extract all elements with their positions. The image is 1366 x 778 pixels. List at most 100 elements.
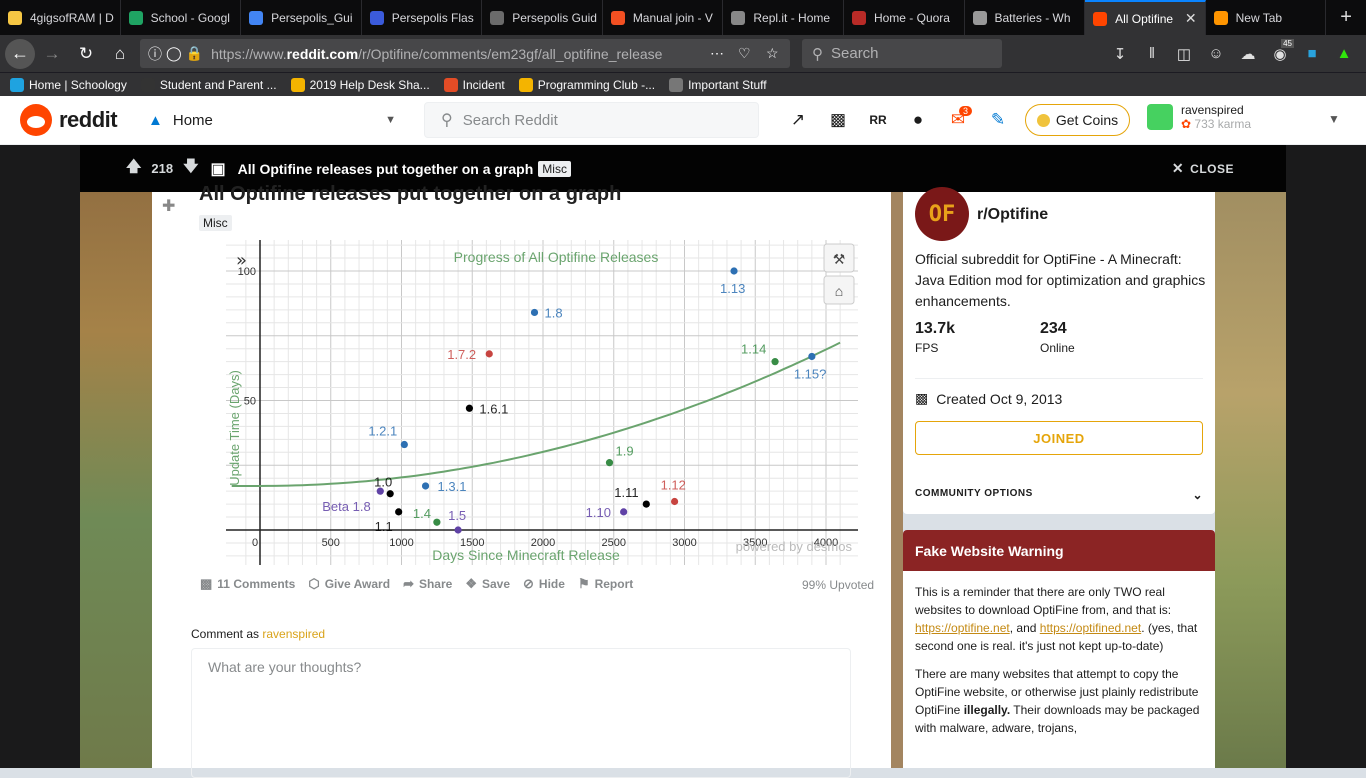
shield-icon[interactable]: ◯ bbox=[166, 45, 182, 61]
bookmark-item[interactable]: Student and Parent ... bbox=[140, 77, 277, 92]
graph-background bbox=[226, 240, 858, 565]
reload-icon[interactable]: ↻ bbox=[78, 43, 94, 63]
info-icon[interactable]: ⓘ bbox=[148, 45, 162, 62]
account-icon[interactable]: ☺ bbox=[1208, 45, 1224, 62]
reddit-search-input[interactable]: ⚲ Search Reddit bbox=[424, 102, 759, 138]
bookmark-item[interactable]: Programming Club -... bbox=[518, 77, 655, 92]
graph-xlabel: Days Since Minecraft Release bbox=[432, 547, 620, 563]
browser-tab[interactable]: Repl.it - Home bbox=[723, 0, 844, 35]
browser-tab[interactable]: Persepolis_Gui bbox=[241, 0, 362, 35]
browser-tab[interactable]: Manual join - V bbox=[603, 0, 724, 35]
comments-button[interactable]: ▩ 11 Comments bbox=[200, 576, 295, 592]
tick-label: 1500 bbox=[460, 537, 484, 549]
share-button[interactable]: ➦ Share bbox=[403, 576, 452, 592]
url-bar[interactable]: ⓘ ◯ 🔒 https://www. reddit.com/r/Optifine/… bbox=[140, 39, 790, 68]
tab-favicon-icon bbox=[731, 10, 746, 25]
get-coins-button[interactable]: Get Coins bbox=[1025, 104, 1130, 136]
tab-label: Repl.it - Home bbox=[753, 10, 831, 25]
browser-tab[interactable]: New Tab bbox=[1206, 0, 1327, 35]
bookmark-icon bbox=[140, 77, 155, 92]
stats-icon[interactable]: ▩ bbox=[829, 110, 847, 129]
new-tab-button[interactable]: + bbox=[1340, 6, 1352, 28]
upvote-icon[interactable]: ✚ bbox=[162, 198, 176, 215]
menu-icon[interactable]: ☰ bbox=[1360, 39, 1366, 68]
bookmark-star-icon[interactable]: ☆ bbox=[766, 45, 779, 61]
browser-tab[interactable]: School - Googl bbox=[121, 0, 242, 35]
data-point bbox=[454, 526, 462, 534]
extension-icon[interactable]: ☁ bbox=[1240, 45, 1256, 63]
sidebar-icon[interactable]: ◫ bbox=[1176, 45, 1192, 63]
bookmark-item[interactable]: Important Stuff bbox=[669, 77, 767, 92]
divider bbox=[915, 378, 1203, 379]
bookmarks-bar: Home | Schoology Student and Parent ... 20… bbox=[0, 72, 1366, 96]
comment-user-link[interactable]: ravenspired bbox=[262, 627, 326, 641]
ublock-icon[interactable]: ◉ 45 bbox=[1273, 39, 1294, 63]
wrench-button[interactable] bbox=[823, 243, 855, 273]
save-button[interactable]: ❖ Save bbox=[465, 576, 510, 592]
flag-icon: ⚑ bbox=[577, 576, 590, 591]
banner-background-left bbox=[80, 145, 152, 768]
extension2-icon[interactable]: ■ bbox=[1307, 45, 1317, 62]
trend-curve bbox=[231, 341, 841, 487]
subreddit-name[interactable]: r/Optifine bbox=[977, 206, 1049, 223]
subreddit-icon[interactable]: OF bbox=[915, 187, 969, 241]
comment-input[interactable]: What are your thoughts? bbox=[191, 648, 851, 778]
browser-tab[interactable]: Home - Quora bbox=[844, 0, 965, 35]
back-icon[interactable]: ← bbox=[5, 38, 35, 69]
pocket-icon[interactable]: ♡ bbox=[738, 45, 751, 61]
hide-button[interactable]: ⊘ Hide bbox=[523, 576, 565, 592]
user-menu[interactable]: ravenspired ✿ 733 karma bbox=[1147, 103, 1251, 131]
home-dropdown[interactable]: ▲ Home ▼ bbox=[148, 106, 396, 134]
optifined-link[interactable]: https://optifined.net bbox=[1039, 621, 1142, 635]
browser-tab[interactable]: Persepolis Flas bbox=[362, 0, 483, 35]
expand-icon[interactable]: » bbox=[236, 250, 247, 271]
tab-label: Persepolis Flas bbox=[391, 10, 474, 25]
close-tab-icon[interactable]: ✕ bbox=[1184, 10, 1197, 26]
close-button[interactable]: ✕ CLOSE bbox=[1172, 160, 1234, 177]
bookmark-item[interactable]: Incident bbox=[443, 77, 505, 92]
page-actions-icon[interactable]: ⋯ bbox=[710, 45, 724, 61]
give-award-button[interactable]: ⬡ Give Award bbox=[308, 576, 390, 592]
tick-label: 100 bbox=[238, 266, 256, 278]
tab-favicon-icon bbox=[369, 10, 384, 25]
download-icon[interactable]: ↧ bbox=[1113, 45, 1127, 63]
optifine-link[interactable]: https://optifine.net bbox=[915, 621, 1010, 635]
chevron-down-icon[interactable]: ▼ bbox=[1328, 112, 1340, 126]
chevron-down-icon: ⌄ bbox=[1192, 488, 1203, 502]
username: ravenspired bbox=[1181, 103, 1244, 117]
browser-search-input[interactable]: ⚲ Search bbox=[802, 39, 1002, 68]
bookmark-item[interactable]: 2019 Help Desk Sha... bbox=[290, 77, 430, 92]
point-label: 1.14 bbox=[741, 342, 766, 357]
post-flair[interactable]: Misc bbox=[199, 215, 232, 231]
library-icon[interactable]: ‖ bbox=[1148, 45, 1156, 62]
home-icon[interactable]: ⌂ bbox=[114, 43, 126, 63]
downvote-icon[interactable]: 🡇 bbox=[183, 158, 199, 175]
trending-icon[interactable]: ↗ bbox=[790, 110, 806, 129]
joined-button[interactable]: JOINED bbox=[915, 421, 1203, 455]
home-view-button[interactable] bbox=[823, 275, 855, 305]
forward-icon[interactable]: → bbox=[43, 43, 61, 63]
reddit-logo[interactable]: reddit bbox=[20, 104, 118, 136]
browser-tab[interactable]: Persepolis Guid bbox=[482, 0, 603, 35]
bookmark-item[interactable]: Home | Schoology bbox=[10, 77, 127, 92]
chat-icon[interactable]: ● bbox=[912, 110, 924, 129]
member-count: 13.7k bbox=[915, 320, 956, 337]
comments-label: 11 Comments bbox=[217, 577, 296, 591]
coins-icon[interactable]: RR bbox=[869, 113, 887, 127]
mail-icon[interactable]: ✉ 3 bbox=[938, 104, 978, 136]
report-button[interactable]: ⚑ Report bbox=[578, 576, 633, 592]
member-label: FPS bbox=[915, 341, 939, 355]
url-path: /r/Optifine/comments/em23gf/all_optifine… bbox=[358, 45, 663, 62]
pencil-icon[interactable]: ✎ bbox=[990, 110, 1006, 129]
tab-favicon-icon bbox=[972, 10, 987, 25]
browser-tab[interactable]: Batteries - Wh bbox=[965, 0, 1086, 35]
community-options[interactable]: COMMUNITY OPTIONS ⌄ bbox=[915, 488, 1203, 502]
data-point bbox=[421, 482, 430, 490]
tick-label: 2000 bbox=[531, 537, 555, 549]
update-icon[interactable]: ▲ bbox=[1336, 45, 1352, 62]
tick-label: 0 bbox=[252, 537, 258, 549]
point-label: 1.10 bbox=[586, 505, 611, 520]
browser-tab[interactable]: All Optifine ✕ bbox=[1085, 0, 1206, 35]
upvote-icon[interactable]: 🡅 bbox=[126, 158, 142, 175]
browser-tab[interactable]: 4gigsofRAM | D bbox=[0, 0, 121, 35]
